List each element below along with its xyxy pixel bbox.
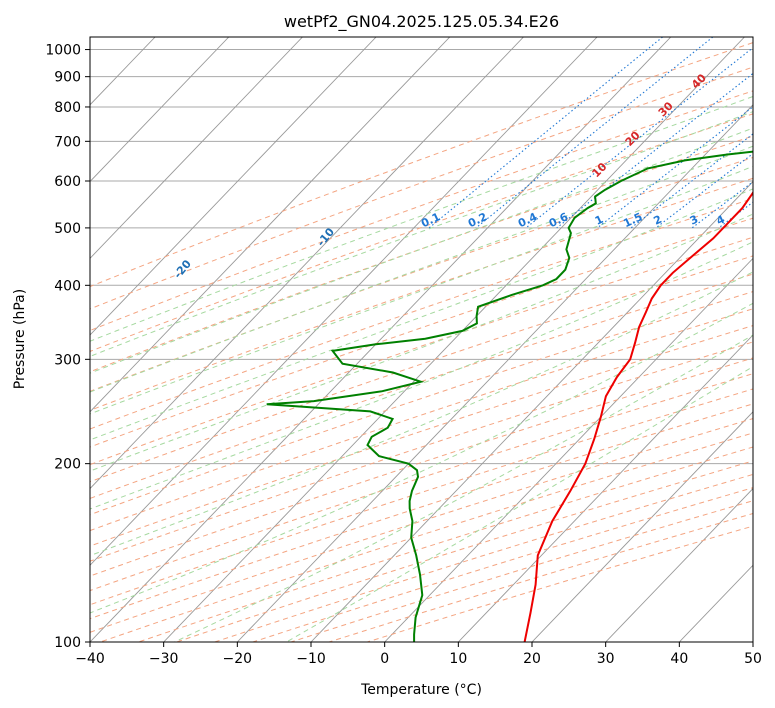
isotherm-line [90,37,524,490]
isotherm-line [90,37,598,566]
isotherm-line [384,257,753,642]
isotherm-line [90,37,303,260]
isotherm-line [90,37,230,183]
dry-adiabat-line [90,135,753,373]
y-axis-label: Pressure (hPa) [12,289,28,389]
isotherm-line [752,641,753,642]
isotherm-line [90,37,377,336]
y-tick-label: 600 [54,174,81,190]
dry-adiabat-line [90,217,753,448]
mixing-ratio-line [475,37,714,229]
moist-adiabat-line [90,145,753,393]
dry-adiabat-line [90,113,753,352]
y-tick-label: 200 [54,457,81,473]
dry-adiabat-line [90,177,753,411]
moist-adiabat-line [174,334,753,642]
y-tick-label: 700 [54,134,81,150]
dry-adiabat-line [90,325,753,547]
x-tick-label: −10 [296,651,326,667]
mixing-ratio-line [428,37,663,229]
mixing-ratio-label: 6 [753,213,766,228]
y-tick-label: 1000 [45,43,81,59]
isotherm-line [90,37,672,642]
x-tick-label: 40 [670,651,688,667]
mixing-ratio-line [655,152,753,229]
dry-adiabat-line [90,373,753,592]
x-tick-label: 30 [597,651,615,667]
isotherm-line [457,334,753,642]
y-tick-label: 500 [54,221,81,237]
chart-title: wetPf2_GN04.2025.125.05.34.E26 [284,12,559,32]
x-tick-label: −30 [149,651,179,667]
x-tick-label: 20 [523,651,541,667]
dewpoint-profile-line [266,150,753,642]
moist-adiabat-line [90,241,753,510]
x-tick-label: −20 [223,651,253,667]
dry-adiabat-line [90,273,753,499]
y-tick-label: 900 [54,70,81,86]
isotherm-line [236,104,753,642]
mixing-ratio-line [758,37,775,228]
x-tick-label: −40 [75,651,105,667]
x-axis-label: Temperature (°C) [360,682,482,698]
isotherm-line [90,37,451,413]
x-tick-label: 50 [744,651,762,667]
isotherm-line [163,37,745,642]
dry-adiabat-line [90,308,753,532]
y-tick-label: 800 [54,100,81,116]
temperature-profile-line [523,190,753,642]
x-tick-label: 10 [449,651,467,667]
axes: −40 −30 −20 −10 0 10 20 30 40 50 100 200 300 400 500 60… [45,43,762,667]
moist-adiabat-line [90,111,753,357]
moist-adiabat-line [90,165,753,415]
moist-adiabat-line [90,95,753,342]
dry-adiabat-line [90,357,753,577]
plot-area: -100-90-80-70-60-50-40-30-20-10010203040… [0,37,775,642]
x-tick-label: 0 [380,651,389,667]
y-tick-label: 400 [54,278,81,294]
isotherm-line [531,411,753,642]
plot-frame [89,36,754,643]
moist-adiabat-line [286,366,753,642]
dry-adiabat-line [90,42,753,288]
moist-adiabat-line [90,127,753,374]
isotherm-line [0,37,8,642]
y-tick-label: 300 [54,352,81,368]
y-tick-label: 100 [54,635,81,651]
mixing-ratio-line [596,106,753,229]
